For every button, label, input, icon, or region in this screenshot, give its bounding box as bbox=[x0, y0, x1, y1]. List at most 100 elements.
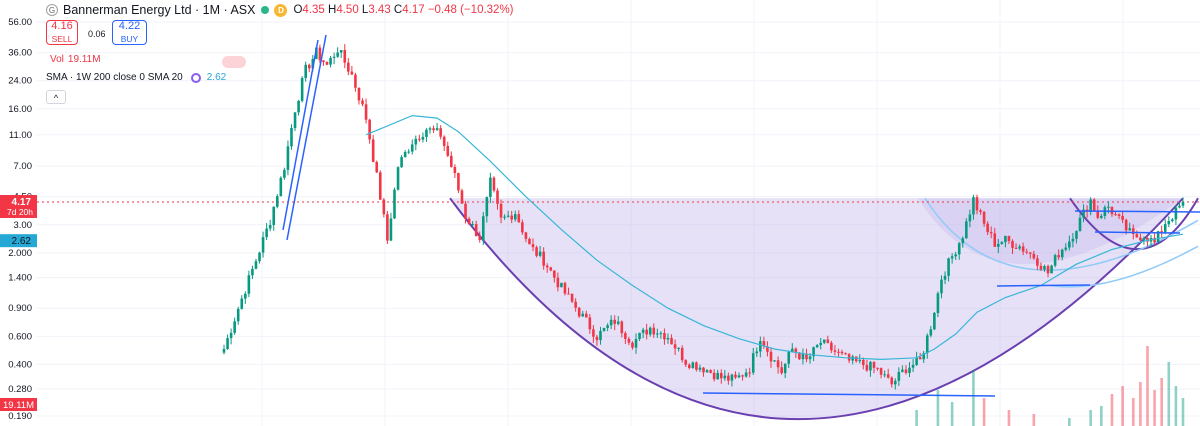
candle bbox=[719, 372, 723, 379]
overlay-lines bbox=[282, 34, 1200, 397]
candle bbox=[471, 224, 474, 226]
symbol-header[interactable]: G Bannerman Energy Ltd · 1M · ASX D O4.3… bbox=[46, 2, 514, 18]
candle bbox=[947, 258, 950, 276]
candle bbox=[645, 329, 648, 335]
countdown-label: 7d 20h bbox=[7, 207, 33, 217]
candle bbox=[410, 144, 414, 152]
y-tick-label: 0.600 bbox=[8, 331, 32, 342]
candle bbox=[1000, 242, 1004, 244]
candle bbox=[361, 100, 364, 105]
delayed-badge[interactable]: D bbox=[274, 3, 288, 17]
sell-button[interactable]: 4.16 SELL bbox=[46, 20, 78, 45]
volume-tag bbox=[0, 398, 37, 411]
candle bbox=[925, 335, 929, 354]
volume-legend-value: 19.11M bbox=[67, 54, 101, 65]
candle bbox=[549, 267, 553, 271]
y-tick-label: 11.00 bbox=[9, 130, 32, 141]
candle bbox=[741, 375, 744, 377]
candle bbox=[613, 319, 617, 324]
support-line bbox=[702, 392, 996, 397]
candle bbox=[815, 345, 819, 348]
candle bbox=[1060, 249, 1064, 258]
candle bbox=[730, 374, 734, 381]
candle bbox=[457, 173, 460, 191]
candle bbox=[812, 347, 815, 357]
candle bbox=[389, 218, 393, 241]
candle bbox=[254, 261, 258, 269]
candle bbox=[247, 275, 251, 294]
candle bbox=[1078, 217, 1082, 232]
symbol-title[interactable]: Bannerman Energy Ltd · 1M · ASX bbox=[63, 3, 256, 17]
candle bbox=[1160, 231, 1163, 233]
candle bbox=[627, 338, 631, 343]
candle bbox=[1011, 241, 1014, 248]
candle bbox=[574, 301, 577, 308]
candle bbox=[652, 327, 656, 335]
candle bbox=[901, 369, 904, 372]
volume-bar bbox=[915, 410, 918, 426]
candle bbox=[1036, 258, 1039, 266]
candle bbox=[687, 364, 691, 368]
buy-button[interactable]: 4.22 BUY bbox=[112, 20, 147, 45]
candle bbox=[986, 223, 989, 233]
candle bbox=[538, 251, 542, 256]
collapse-legend-button[interactable]: ^ bbox=[46, 90, 66, 104]
volume-bar bbox=[1174, 386, 1178, 426]
candle bbox=[570, 293, 574, 302]
candle bbox=[577, 307, 581, 317]
candle bbox=[677, 347, 680, 349]
candle bbox=[531, 244, 535, 248]
volume-legend[interactable]: Vol 19.11M bbox=[46, 54, 101, 65]
candle bbox=[1100, 215, 1103, 218]
candle bbox=[279, 177, 283, 197]
outer-arc bbox=[924, 197, 1199, 271]
candle bbox=[1039, 265, 1043, 270]
candle bbox=[1071, 238, 1075, 242]
candle bbox=[773, 360, 776, 362]
candle bbox=[801, 353, 805, 360]
volume-bar bbox=[1181, 398, 1185, 426]
candle bbox=[1121, 215, 1124, 220]
sma-price-tag bbox=[0, 234, 37, 248]
candle bbox=[517, 214, 521, 223]
support-line bbox=[996, 284, 1091, 287]
candle bbox=[432, 128, 435, 131]
candle bbox=[425, 129, 428, 137]
candle bbox=[897, 371, 901, 381]
candle bbox=[304, 64, 307, 79]
candle bbox=[496, 190, 499, 204]
candle bbox=[446, 145, 450, 156]
sell-price: 4.16 bbox=[51, 19, 73, 32]
y-tick-label: 0.190 bbox=[8, 411, 32, 422]
candle bbox=[915, 357, 918, 365]
candle bbox=[744, 372, 748, 377]
handle-line bbox=[1094, 231, 1181, 234]
candle bbox=[428, 128, 432, 130]
cup-fill bbox=[450, 198, 1183, 420]
candle bbox=[460, 190, 464, 204]
sma-legend-value: 2.62 bbox=[206, 72, 227, 83]
candle bbox=[400, 157, 403, 168]
candle bbox=[293, 112, 297, 129]
candle bbox=[997, 243, 1000, 247]
y-tick-label: 16.00 bbox=[8, 104, 32, 115]
sma-line bbox=[365, 114, 1184, 361]
candle bbox=[663, 332, 666, 340]
candle bbox=[844, 353, 847, 355]
candle bbox=[315, 47, 318, 60]
volume-tag-label: 19.11M bbox=[3, 400, 34, 411]
candle bbox=[727, 375, 730, 381]
sma-legend[interactable]: SMA · 1W 200 close 0 SMA 20 2.62 bbox=[46, 72, 226, 83]
candle bbox=[1028, 252, 1032, 254]
volume-bar bbox=[972, 370, 975, 426]
ohlc-values: O4.35 H4.50 L3.43 C4.17 −0.48 (−10.32%) bbox=[293, 4, 514, 16]
candle bbox=[332, 56, 336, 58]
candle bbox=[954, 254, 957, 257]
candle bbox=[545, 265, 549, 268]
candle bbox=[606, 325, 609, 328]
candle bbox=[798, 352, 801, 360]
candle bbox=[1068, 241, 1071, 248]
volume-bar bbox=[1110, 394, 1114, 426]
candle bbox=[421, 136, 425, 140]
